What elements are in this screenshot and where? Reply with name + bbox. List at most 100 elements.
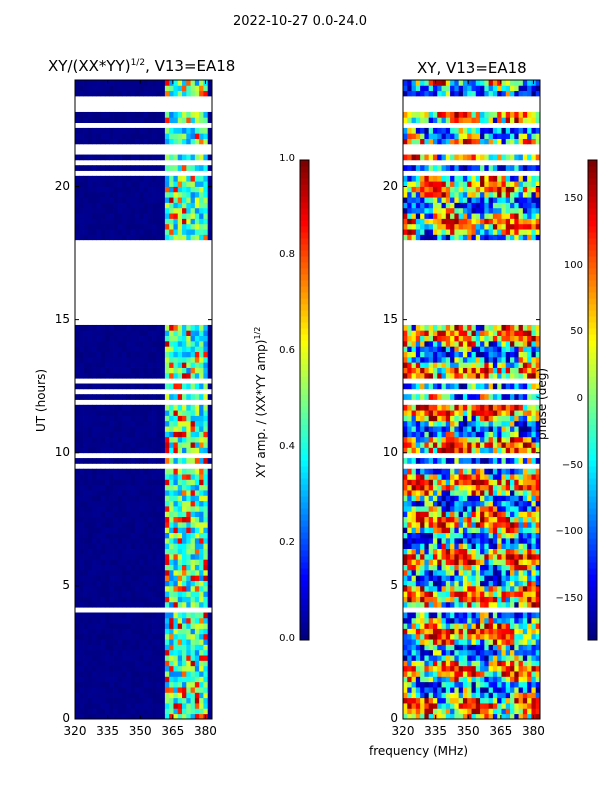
heatmap-cell: [403, 559, 408, 565]
heatmap-cell: [126, 426, 132, 432]
heatmap-cell: [117, 415, 123, 422]
heatmap-cell: [207, 197, 213, 203]
heatmap-cell: [403, 484, 408, 491]
heatmap-cell: [117, 474, 123, 480]
heatmap-cell: [164, 548, 170, 555]
heatmap-cell: [415, 649, 421, 656]
heatmap-cell: [445, 394, 451, 400]
heatmap-cell: [407, 681, 412, 688]
heatmap-cell: [407, 703, 412, 709]
heatmap-cell: [156, 511, 162, 518]
heatmap-cell: [122, 154, 127, 161]
heatmap-cell: [484, 537, 490, 544]
heatmap-cell: [411, 553, 417, 560]
heatmap-cell: [475, 703, 481, 709]
heatmap-cell: [186, 458, 191, 464]
heatmap-cell: [122, 687, 127, 693]
heatmap-cell: [147, 692, 153, 699]
heatmap-cell: [126, 697, 132, 704]
heatmap-cell: [79, 335, 84, 342]
heatmap-cell: [164, 234, 170, 241]
heatmap-cell: [203, 681, 209, 688]
heatmap-cell: [152, 697, 157, 704]
right-heatmap-cells: [403, 80, 541, 720]
heatmap-cell: [104, 404, 110, 411]
heatmap-cell: [113, 553, 119, 560]
heatmap-cell: [207, 165, 213, 171]
heatmap-cell: [420, 553, 425, 560]
heatmap-cell: [190, 553, 196, 560]
heatmap-cell: [177, 420, 183, 427]
heatmap-cell: [403, 687, 408, 693]
heatmap-cell: [156, 447, 162, 454]
heatmap-cell: [156, 484, 162, 491]
heatmap-cell: [480, 548, 485, 555]
heatmap-cell: [531, 655, 537, 661]
heatmap-cell: [415, 591, 421, 597]
heatmap-cell: [100, 117, 106, 123]
heatmap-cell: [173, 234, 179, 241]
heatmap-cell: [173, 655, 179, 661]
heatmap-cell: [143, 213, 149, 219]
heatmap-cell: [143, 713, 149, 720]
heatmap-cell: [488, 559, 494, 565]
heatmap-cell: [113, 649, 119, 656]
heatmap-cell: [177, 671, 183, 677]
heatmap-cell: [143, 154, 149, 161]
heatmap-cell: [173, 633, 179, 640]
heatmap-cell: [152, 154, 157, 161]
heatmap-cell: [177, 665, 183, 672]
heatmap-cell: [199, 207, 204, 214]
heatmap-cell: [514, 495, 519, 502]
left-plot-title: XY/(XX*YY)1/2, V13=EA18: [48, 57, 235, 75]
heatmap-cell: [203, 479, 209, 486]
heatmap-cell: [488, 532, 494, 539]
heatmap-cell: [454, 404, 460, 411]
left-plot-frame: [74, 79, 213, 720]
heatmap-cell: [147, 394, 153, 400]
heatmap-cell: [147, 649, 153, 656]
heatmap-cell: [535, 564, 541, 571]
heatmap-cell: [403, 447, 408, 454]
heatmap-cell: [143, 543, 149, 549]
heatmap-cell: [160, 708, 166, 715]
heatmap-cell: [177, 330, 183, 336]
heatmap-cell: [432, 703, 438, 709]
heatmap-cell: [75, 346, 80, 352]
heatmap-cell: [164, 580, 170, 587]
heatmap-cell: [424, 537, 430, 544]
heatmap-cell: [104, 575, 110, 581]
heatmap-cell: [139, 484, 144, 491]
heatmap-cell: [186, 623, 191, 629]
heatmap-cell: [458, 601, 464, 608]
heatmap-cell: [126, 676, 132, 683]
heatmap-cell: [467, 671, 472, 677]
heatmap-cell: [415, 468, 421, 475]
heatmap-cell: [130, 175, 136, 182]
heatmap-cell: [514, 617, 519, 624]
heatmap-cell: [177, 234, 183, 241]
heatmap-cell: [522, 564, 528, 571]
heatmap-cell: [109, 207, 114, 214]
heatmap-cell: [492, 511, 498, 518]
heatmap-cell: [100, 639, 106, 645]
heatmap-cell: [109, 197, 114, 203]
heatmap-cell: [79, 543, 84, 549]
heatmap-cell: [415, 633, 421, 640]
heatmap-cell: [462, 665, 468, 672]
heatmap-cell: [527, 596, 532, 603]
heatmap-cell: [441, 372, 447, 379]
heatmap-cell: [164, 484, 170, 491]
heatmap-cell: [488, 500, 494, 507]
heatmap-cell: [518, 367, 524, 374]
heatmap-cell: [199, 324, 204, 331]
heatmap-cell: [87, 117, 93, 123]
heatmap-cell: [134, 564, 140, 571]
heatmap-cell: [450, 633, 455, 640]
heatmap-cell: [139, 133, 144, 139]
heatmap-cell: [199, 479, 204, 486]
heatmap-cell: [147, 639, 153, 645]
heatmap-cell: [152, 186, 157, 193]
heatmap-cell: [424, 559, 430, 565]
heatmap-cell: [83, 553, 89, 560]
